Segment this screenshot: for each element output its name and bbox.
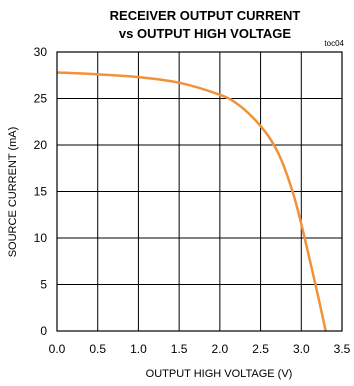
x-tick-label: 0.5 xyxy=(89,342,106,356)
x-tick-label: 3.5 xyxy=(334,342,351,356)
y-axis-label: SOURCE CURRENT (mA) xyxy=(7,127,19,258)
x-tick-label: 3.0 xyxy=(293,342,310,356)
x-tick-label: 0.0 xyxy=(49,342,66,356)
y-tick-label: 0 xyxy=(40,324,47,338)
y-tick-label: 20 xyxy=(34,138,48,152)
y-tick-labels: 0 5 10 15 20 25 30 xyxy=(34,45,48,338)
x-tick-label: 2.0 xyxy=(212,342,229,356)
y-tick-label: 10 xyxy=(34,231,48,245)
x-tick-label: 1.0 xyxy=(130,342,147,356)
x-tick-label: 2.5 xyxy=(252,342,269,356)
y-tick-label: 25 xyxy=(34,92,48,106)
plot-frame xyxy=(56,51,343,332)
chart-title-line-1: RECEIVER OUTPUT CURRENT xyxy=(110,8,301,23)
y-tick-label: 30 xyxy=(34,45,48,59)
chart-note: toc04 xyxy=(324,39,344,48)
y-tick-label: 15 xyxy=(34,185,48,199)
chart-title-line-2: vs OUTPUT HIGH VOLTAGE xyxy=(119,26,291,41)
x-tick-labels: 0.0 0.5 1.0 1.5 2.0 2.5 3.0 3.5 xyxy=(49,342,351,356)
x-axis-label: OUTPUT HIGH VOLTAGE (V) xyxy=(146,368,293,380)
series-line xyxy=(56,71,327,332)
x-tick-label: 1.5 xyxy=(171,342,188,356)
y-tick-label: 5 xyxy=(40,278,47,292)
grid xyxy=(57,52,342,331)
